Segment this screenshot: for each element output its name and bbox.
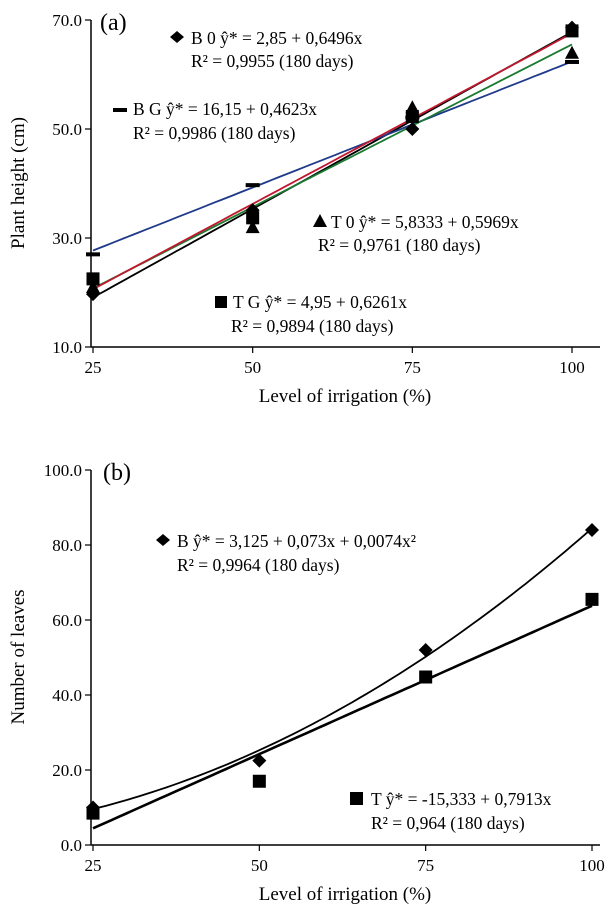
data-point-t0 bbox=[245, 220, 260, 234]
y-tick-label: 50.0 bbox=[52, 120, 82, 139]
data-point-t bbox=[252, 774, 266, 788]
x-tick-label: 50 bbox=[244, 358, 261, 377]
annotation-b0-r2: R² = 0,9955 (180 days) bbox=[191, 51, 354, 71]
y-tick-label: 10.0 bbox=[52, 338, 82, 357]
chart-a-x-axis-label: Level of irrigation (%) bbox=[259, 386, 432, 407]
chart-a: 10.0 30.0 50.0 70.0 25 50 75 100 (a) Level of … bbox=[8, 10, 600, 407]
annotation-tg-r2: R² = 0,9894 (180 days) bbox=[231, 316, 394, 336]
annotation-t: T ŷ* = -15,333 + 0,7913x R² = 0,964 (180… bbox=[350, 789, 552, 833]
data-point-t0 bbox=[405, 100, 420, 114]
annotation-t-r2: R² = 0,964 (180 days) bbox=[371, 813, 525, 833]
annotation-b0-marker bbox=[170, 31, 184, 43]
chart-a-fit-lines bbox=[92, 31, 573, 299]
chart-a-panel-label: (a) bbox=[100, 10, 127, 36]
x-tick-label: 25 bbox=[85, 358, 102, 377]
chart-a-y-axis-label: Plant height (cm) bbox=[8, 117, 29, 249]
y-tick-label: 80.0 bbox=[52, 536, 82, 555]
chart-a-points bbox=[86, 20, 579, 302]
y-tick-label: 70.0 bbox=[52, 11, 82, 30]
annotation-bg-r2: R² = 0,9986 (180 days) bbox=[133, 123, 296, 143]
annotation-bg-equation: B G ŷ* = 16,15 + 0,4623x bbox=[133, 99, 317, 119]
annotation-t-equation: T ŷ* = -15,333 + 0,7913x bbox=[371, 789, 552, 809]
annotation-bg: B G ŷ* = 16,15 + 0,4623x R² = 0,9986 (18… bbox=[113, 99, 317, 143]
annotation-b0: B 0 ŷ* = 2,85 + 0,6496x R² = 0,9955 (180… bbox=[170, 28, 363, 71]
annotation-t0-r2: R² = 0,9761 (180 days) bbox=[318, 235, 481, 255]
y-tick-label: 60.0 bbox=[52, 611, 82, 630]
y-tick-label: 30.0 bbox=[52, 229, 82, 248]
y-tick-label: 20.0 bbox=[52, 761, 82, 780]
data-point-bg bbox=[245, 183, 260, 188]
chart-b-x-ticks: 25 50 75 100 bbox=[85, 845, 605, 875]
x-tick-label: 100 bbox=[559, 358, 585, 377]
x-tick-label: 75 bbox=[404, 358, 421, 377]
data-point-t0 bbox=[86, 280, 100, 294]
data-point-b bbox=[585, 523, 599, 537]
y-tick-label: 100.0 bbox=[44, 461, 82, 480]
x-tick-label: 100 bbox=[579, 856, 605, 875]
chart-b-y-ticks: 0.0 20.0 40.0 60.0 80.0 100.0 bbox=[44, 461, 91, 855]
annotation-t-marker bbox=[350, 792, 363, 805]
data-point-tg bbox=[86, 272, 100, 286]
annotation-t0: T 0 ŷ* = 5,8333 + 0,5969x R² = 0,9761 (1… bbox=[313, 212, 519, 255]
data-point-t bbox=[419, 670, 433, 684]
data-point-tg bbox=[246, 211, 260, 225]
fit-line-t bbox=[92, 604, 593, 830]
annotation-b-marker bbox=[156, 534, 170, 546]
data-point-b bbox=[418, 643, 433, 657]
chart-b-panel-label: (b) bbox=[103, 460, 131, 486]
annotation-b0-equation: B 0 ŷ* = 2,85 + 0,6496x bbox=[191, 28, 363, 48]
data-point-t bbox=[585, 592, 599, 606]
chart-b-frame bbox=[90, 470, 600, 846]
annotation-b-equation: B ŷ* = 3,125 + 0,073x + 0,0074x² bbox=[177, 531, 416, 551]
y-tick-label: 0.0 bbox=[61, 836, 82, 855]
data-point-t0 bbox=[565, 45, 579, 59]
data-point-b0 bbox=[405, 122, 420, 136]
chart-b-y-axis-label: Number of leaves bbox=[8, 589, 29, 724]
annotation-t0-equation: T 0 ŷ* = 5,8333 + 0,5969x bbox=[331, 212, 519, 232]
chart-b-x-axis-label: Level of irrigation (%) bbox=[259, 884, 432, 905]
x-tick-label: 50 bbox=[251, 856, 268, 875]
y-tick-label: 40.0 bbox=[52, 686, 82, 705]
chart-b-points bbox=[86, 523, 599, 820]
annotation-tg-equation: T G ŷ* = 4,95 + 0,6261x bbox=[233, 292, 407, 312]
annotation-b-r2: R² = 0,9964 (180 days) bbox=[177, 555, 340, 575]
x-tick-label: 75 bbox=[417, 856, 434, 875]
annotation-t0-marker bbox=[313, 214, 327, 227]
x-tick-label: 25 bbox=[85, 856, 102, 875]
annotation-bg-marker bbox=[113, 108, 127, 112]
annotation-tg: T G ŷ* = 4,95 + 0,6261x R² = 0,9894 (180… bbox=[215, 292, 407, 336]
data-point-b bbox=[252, 753, 267, 768]
data-point-tg bbox=[565, 24, 579, 38]
fit-line-bg bbox=[92, 60, 573, 252]
fit-line-tg bbox=[92, 32, 573, 290]
data-point-tg bbox=[405, 109, 419, 123]
annotation-b: B ŷ* = 3,125 + 0,073x + 0,0074x² R² = 0,… bbox=[156, 531, 416, 575]
chart-a-x-ticks: 25 50 75 100 bbox=[85, 347, 585, 377]
chart-a-y-ticks: 10.0 30.0 50.0 70.0 bbox=[52, 11, 91, 357]
chart-b: 0.0 20.0 40.0 60.0 80.0 100.0 25 50 75 100 (b) L… bbox=[8, 460, 605, 905]
data-point-t bbox=[86, 806, 100, 820]
fit-line-b bbox=[92, 527, 593, 810]
annotation-tg-marker bbox=[215, 296, 227, 308]
fit-line-t0 bbox=[92, 43, 573, 290]
data-point-bg bbox=[86, 252, 100, 257]
chart-b-fit-lines bbox=[92, 527, 593, 830]
data-point-bg bbox=[565, 59, 579, 64]
